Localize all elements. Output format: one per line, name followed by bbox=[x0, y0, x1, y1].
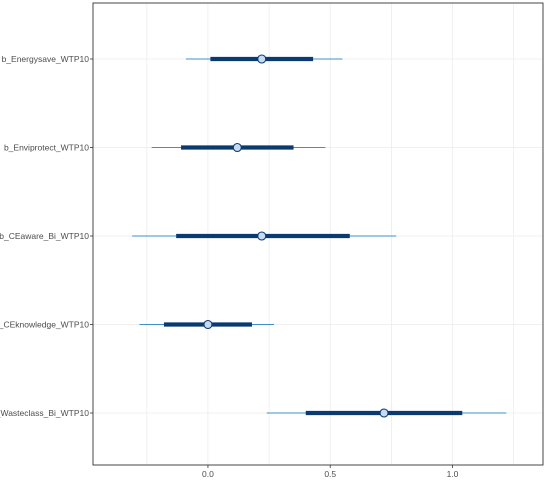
x-axis-tick-labels: 0.0 0.5 1.0 bbox=[202, 465, 459, 479]
x-tick-label-2: 1.0 bbox=[447, 469, 459, 479]
y-tick-label-4: b_Wasteclass_Bi_WTP10 bbox=[0, 408, 89, 418]
interval-group-4 bbox=[266, 408, 507, 418]
plot-panel-border bbox=[92, 2, 544, 466]
point-estimate-0 bbox=[257, 54, 267, 64]
y-tick-label-1: b_Enviprotect_WTP10 bbox=[4, 143, 89, 153]
y-tick-label-3: b_CEknowledge_WTP10 bbox=[0, 320, 89, 330]
interval-group-0 bbox=[185, 54, 343, 64]
interval-group-1 bbox=[151, 142, 326, 153]
point-estimate-3 bbox=[203, 319, 213, 330]
y-axis-tick-labels: b_Energysave_WTP10 b_Enviprotect_WTP10 b_C… bbox=[0, 54, 93, 418]
y-tick-label-0: b_Energysave_WTP10 bbox=[2, 54, 90, 64]
interval-group-3 bbox=[139, 319, 274, 330]
x-tick-label-0: 0.0 bbox=[202, 469, 214, 479]
x-tick-label-1: 0.5 bbox=[324, 469, 336, 479]
intervals bbox=[132, 54, 507, 418]
y-tick-label-2: b_CEaware_Bi_WTP10 bbox=[0, 231, 89, 241]
interval-group-2 bbox=[132, 231, 397, 241]
point-estimate-2 bbox=[257, 231, 267, 241]
point-estimate-4 bbox=[379, 408, 389, 418]
point-estimate-1 bbox=[232, 142, 242, 153]
